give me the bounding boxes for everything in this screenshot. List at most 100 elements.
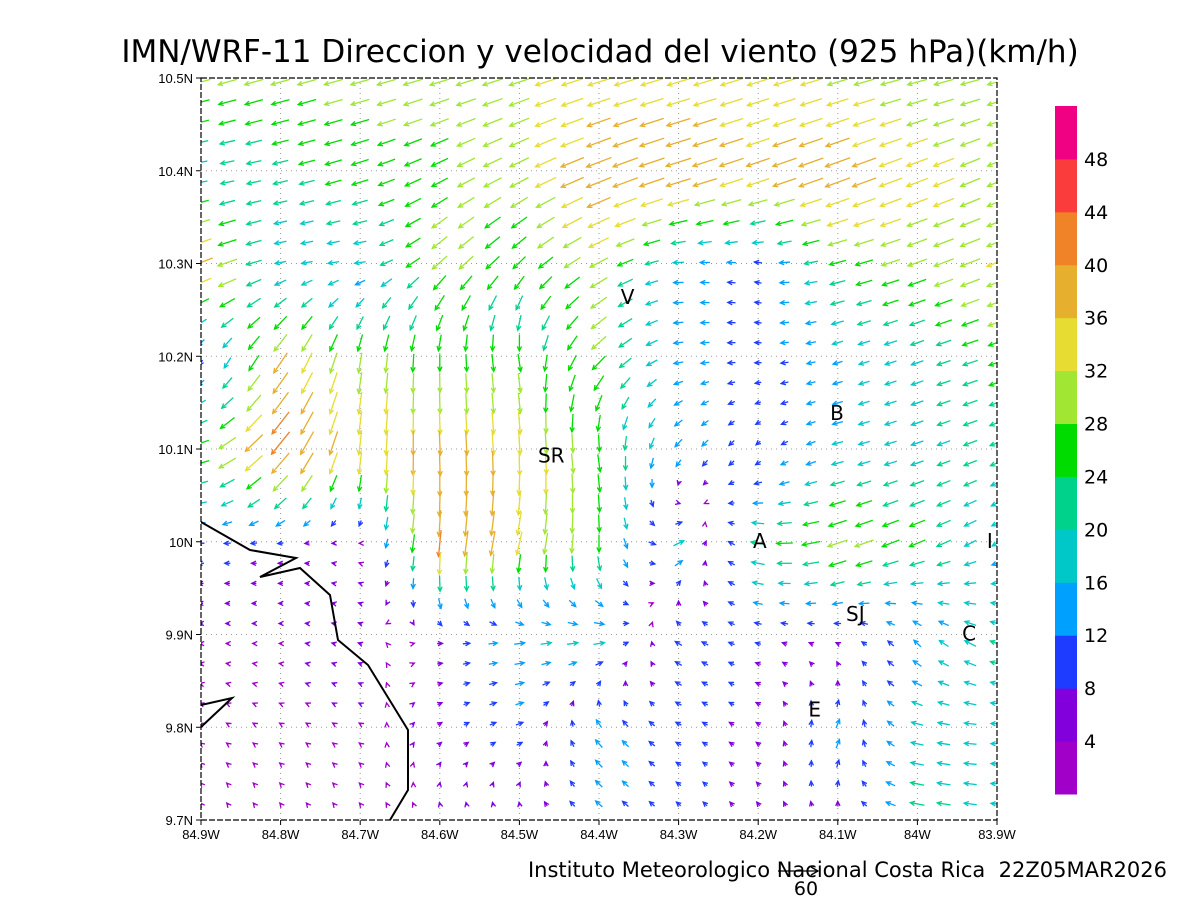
wind-arrow-head bbox=[883, 340, 890, 347]
wind-arrow-shaft bbox=[835, 739, 841, 749]
wind-arrow-shaft bbox=[830, 581, 845, 586]
wind-arrow bbox=[298, 179, 315, 186]
wind-arrow-head bbox=[755, 800, 762, 808]
wind-arrow-head bbox=[779, 359, 786, 366]
wind-arrow bbox=[779, 359, 789, 366]
wind-arrow-shaft bbox=[381, 278, 393, 287]
wind-arrow-shaft bbox=[937, 762, 951, 766]
wind-arrow-head bbox=[909, 461, 917, 467]
wind-arrow-shaft bbox=[385, 431, 389, 455]
x-tick-label: 84.9W bbox=[182, 827, 220, 842]
wind-arrow-shaft bbox=[271, 119, 290, 125]
wind-arrow-head bbox=[512, 263, 519, 270]
wind-arrow-shaft bbox=[828, 239, 848, 246]
wind-arrow bbox=[272, 200, 288, 206]
wind-arrow-shaft bbox=[457, 137, 476, 147]
wind-arrow bbox=[437, 681, 444, 687]
wind-arrow bbox=[560, 196, 584, 208]
wind-arrow-shaft bbox=[963, 379, 978, 386]
wind-arrow bbox=[727, 500, 735, 506]
wind-arrow-head bbox=[224, 600, 231, 607]
wind-arrow-shaft bbox=[328, 279, 339, 286]
wind-arrow-head bbox=[885, 760, 892, 767]
wind-arrow-head bbox=[224, 640, 232, 647]
wind-arrow-shaft bbox=[490, 314, 496, 331]
wind-arrow-head bbox=[963, 720, 970, 727]
wind-arrow-head bbox=[357, 581, 364, 587]
wind-arrow-shaft bbox=[517, 353, 522, 372]
wind-arrow bbox=[330, 497, 337, 510]
wind-arrow-shaft bbox=[673, 540, 684, 547]
wind-arrow-head bbox=[778, 480, 785, 486]
wind-arrow-shaft bbox=[465, 575, 468, 591]
wind-arrow bbox=[912, 620, 922, 627]
wind-arrow-shaft bbox=[246, 278, 262, 287]
wind-arrow-head bbox=[517, 387, 523, 394]
wind-arrow bbox=[489, 553, 496, 575]
wind-arrow bbox=[674, 499, 682, 505]
wind-arrow bbox=[851, 137, 876, 148]
wind-arrow bbox=[649, 680, 656, 687]
wind-arrow-head bbox=[935, 800, 943, 807]
wind-arrow bbox=[909, 420, 924, 427]
wind-arrow-shaft bbox=[358, 474, 363, 492]
wind-arrow bbox=[834, 641, 842, 647]
wind-arrow-shaft bbox=[358, 431, 363, 455]
wind-arrow-shaft bbox=[933, 138, 955, 147]
wind-arrow-head bbox=[384, 741, 390, 748]
wind-arrow-shaft bbox=[964, 582, 977, 585]
wind-arrow-head bbox=[191, 243, 196, 247]
wind-arrow-shaft bbox=[674, 438, 683, 448]
wind-arrow bbox=[437, 354, 443, 373]
wind-arrow bbox=[534, 157, 557, 168]
wind-arrow bbox=[514, 680, 526, 687]
wind-arrow-head bbox=[745, 121, 753, 128]
wind-arrow-head bbox=[936, 461, 943, 467]
wind-arrow-shaft bbox=[301, 297, 313, 308]
wind-arrow-shaft bbox=[246, 259, 262, 266]
wind-arrow bbox=[353, 259, 366, 266]
wind-arrow-head bbox=[570, 447, 576, 454]
wind-arrow-head bbox=[727, 581, 734, 587]
wind-arrow bbox=[831, 340, 844, 346]
wind-arrow-head bbox=[569, 699, 575, 707]
wind-arrow bbox=[751, 239, 764, 246]
wind-arrow bbox=[780, 420, 789, 426]
wind-arrow-shaft bbox=[201, 399, 207, 404]
y-tick-label: 9.8N bbox=[166, 720, 193, 735]
wind-arrow bbox=[594, 759, 603, 768]
wind-arrow-shaft bbox=[561, 117, 584, 127]
wind-arrow-shaft bbox=[720, 78, 743, 86]
wind-arrow bbox=[963, 620, 977, 627]
wind-arrow bbox=[622, 660, 628, 667]
wind-arrow-head bbox=[488, 550, 495, 557]
x-tick-label: 84.3W bbox=[660, 827, 698, 842]
wind-arrow bbox=[432, 275, 447, 291]
wind-arrow bbox=[883, 400, 897, 407]
wind-arrow-head bbox=[754, 721, 762, 728]
wind-arrow-head bbox=[518, 701, 525, 707]
wind-arrow-head bbox=[701, 741, 708, 747]
wind-arrow bbox=[377, 178, 396, 187]
wind-arrow-head bbox=[621, 403, 627, 410]
wind-arrow-shaft bbox=[774, 78, 796, 86]
wind-arrow-head bbox=[482, 182, 490, 188]
wind-arrow bbox=[959, 197, 981, 208]
wind-arrow bbox=[382, 315, 391, 331]
wind-arrow-shaft bbox=[616, 238, 635, 247]
wind-arrow bbox=[511, 236, 527, 250]
wind-arrow-shaft bbox=[937, 782, 951, 786]
wind-arrow-head bbox=[245, 483, 252, 490]
wind-arrow-head bbox=[458, 263, 465, 270]
wind-arrow-head bbox=[543, 800, 550, 807]
wind-arrow bbox=[430, 216, 448, 229]
wind-arrow bbox=[779, 380, 789, 386]
wind-arrow-head bbox=[517, 366, 523, 373]
wind-arrow-head bbox=[909, 360, 917, 367]
wind-arrow-head bbox=[674, 499, 682, 505]
wind-arrow bbox=[596, 556, 603, 572]
wind-arrow-shaft bbox=[353, 240, 367, 245]
wind-arrow bbox=[960, 319, 980, 327]
wind-arrow-head bbox=[508, 101, 515, 107]
wind-arrow-shaft bbox=[595, 780, 603, 788]
